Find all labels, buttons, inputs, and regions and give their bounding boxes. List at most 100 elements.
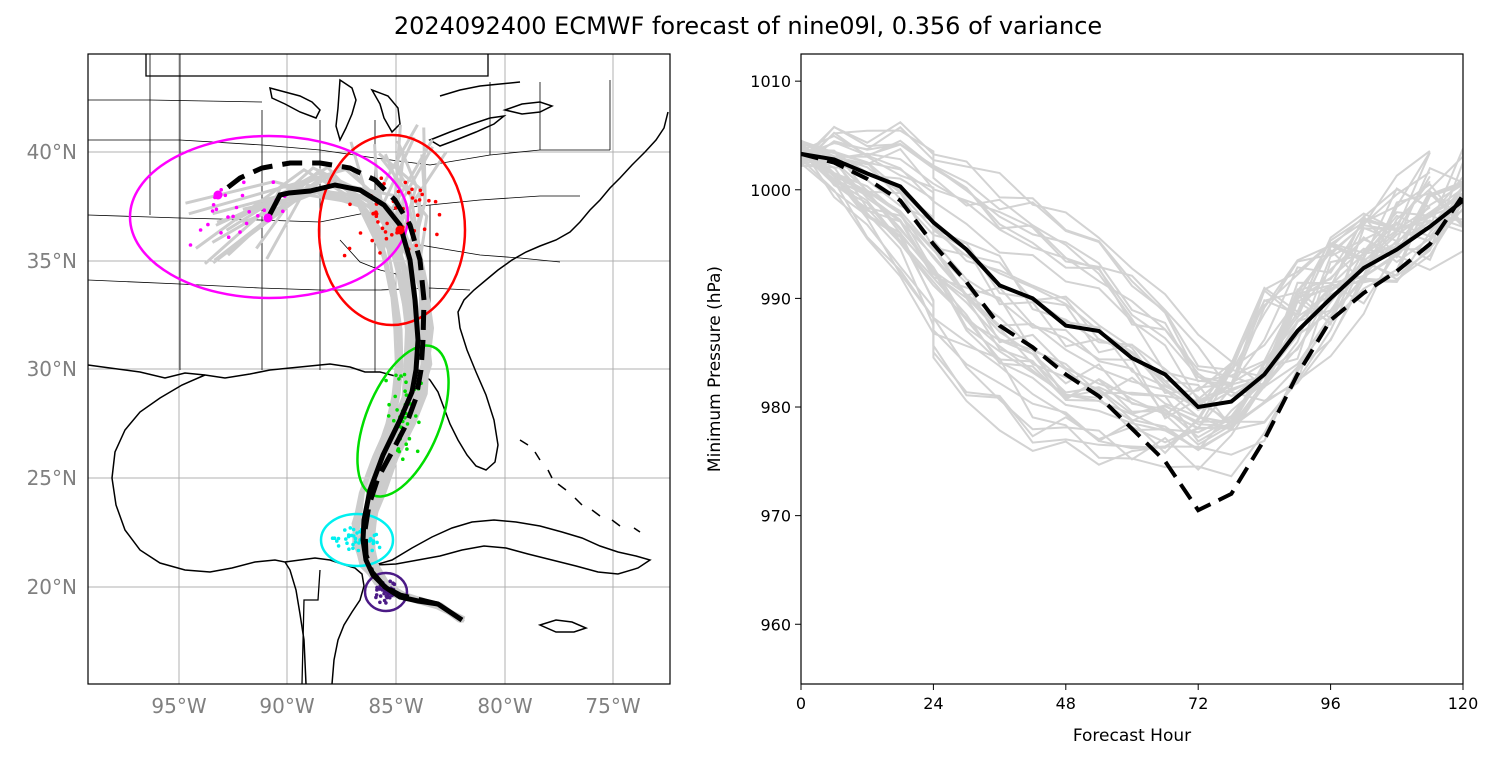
member-position-dot [404, 380, 408, 385]
member-position-dot [344, 537, 348, 541]
member-position-dot [414, 414, 418, 418]
member-position-dot [211, 203, 216, 207]
member-position-dot [433, 199, 438, 204]
x-axis-label: Forecast Hour [1073, 726, 1191, 746]
member-position-dot [401, 457, 405, 462]
ellipse-hour-120 [128, 134, 410, 300]
member-position-dot [404, 442, 409, 447]
lat-tick-label: 40°N [27, 140, 77, 164]
member-position-dot [390, 233, 394, 237]
member-position-dot [417, 420, 421, 425]
member-position-dot [238, 230, 242, 234]
member-position-dot [384, 236, 389, 241]
member-position-dot [405, 422, 410, 426]
member-position-dot [378, 600, 382, 605]
cuba-coast [374, 519, 652, 575]
member-position-dot [383, 230, 388, 234]
y-tick-label: 970 [760, 507, 791, 526]
member-position-dot [392, 582, 397, 586]
member-position-dot [234, 205, 239, 210]
member-position-dot [223, 193, 228, 198]
pressure-line-solid [801, 151, 1463, 410]
member-position-dot [226, 235, 231, 239]
member-position-dot [348, 526, 353, 530]
member-position-dot [356, 548, 361, 553]
member-position-dot [281, 209, 285, 214]
mean-position-marker [395, 225, 405, 235]
member-position-dot [219, 231, 223, 235]
member-position-dot [262, 208, 267, 212]
ellipse-hour-48 [319, 512, 395, 568]
member-position-dot [343, 528, 347, 532]
mean-track-solid [265, 182, 464, 623]
member-position-dot [342, 253, 347, 258]
member-position-dot [372, 533, 377, 538]
member-position-dot [358, 231, 363, 235]
ensemble-pressure-line [801, 129, 1431, 386]
member-position-dot [347, 246, 352, 251]
member-position-dot [410, 187, 414, 192]
y-tick-label: 960 [760, 615, 791, 634]
member-position-dot [374, 595, 378, 600]
member-position-dot [399, 374, 403, 378]
plot-frame [800, 53, 1464, 685]
member-position-dot [240, 193, 245, 198]
member-position-dot [336, 536, 341, 541]
member-position-dot [376, 220, 380, 224]
member-position-dot [242, 180, 246, 185]
lon-tick-label: 95°W [151, 694, 206, 718]
member-position-dot [377, 545, 382, 550]
member-position-dot [379, 176, 384, 180]
member-position-dot [378, 594, 383, 598]
member-position-dot [244, 221, 249, 226]
lat-tick-label: 30°N [27, 357, 77, 381]
y-tick-label: 1000 [750, 181, 791, 200]
x-tick-label: 24 [923, 694, 943, 713]
pressure-series [801, 151, 1463, 513]
member-position-dot [375, 540, 379, 545]
member-position-dot [370, 238, 375, 243]
member-position-dot [413, 199, 418, 203]
lon-tick-label: 80°W [477, 694, 532, 718]
member-position-dot [397, 377, 401, 381]
member-position-dot [415, 213, 420, 217]
member-position-dot [385, 593, 390, 598]
member-position-dot [271, 180, 276, 184]
member-position-dot [347, 547, 351, 551]
member-position-dot [392, 418, 396, 423]
country-borders [145, 54, 489, 684]
ensemble-pressure-line [801, 148, 1463, 423]
member-position-dot [418, 188, 423, 193]
member-position-dot [346, 534, 351, 539]
member-position-dot [371, 541, 376, 546]
member-position-dot [437, 212, 442, 217]
member-position-dot [386, 414, 391, 418]
member-position-dot [417, 198, 422, 202]
mean-position-marker [213, 190, 223, 200]
pressure-chart: 0 24 48 72 96 120 960 970 980 990 1000 1010 Forecas… [705, 53, 1478, 746]
mexico-coast [111, 374, 307, 684]
member-position-dot [380, 226, 385, 231]
member-position-dot [214, 207, 219, 212]
member-position-dot [388, 595, 392, 600]
member-position-dot [353, 540, 358, 544]
member-position-dot [188, 243, 193, 247]
us-gulf-coast [88, 111, 669, 471]
member-position-dot [219, 188, 223, 192]
member-position-dot [335, 539, 339, 543]
member-position-dot [226, 215, 230, 219]
member-position-dot [385, 221, 389, 226]
lat-tick-label: 25°N [27, 466, 77, 490]
ensemble-pressure-line [801, 142, 1463, 425]
map-coastlines [88, 78, 669, 684]
map-lon-tick-labels: 95°W 90°W 85°W 80°W 75°W [151, 694, 640, 718]
member-position-dot [414, 243, 419, 248]
mean-position-marker [263, 213, 273, 223]
y-tick-label: 980 [760, 398, 791, 417]
member-position-dot [382, 598, 387, 603]
x-tick-label: 96 [1320, 694, 1340, 713]
member-position-dot [353, 536, 358, 541]
member-position-dot [370, 548, 375, 553]
mean-track-dashed [216, 160, 439, 607]
